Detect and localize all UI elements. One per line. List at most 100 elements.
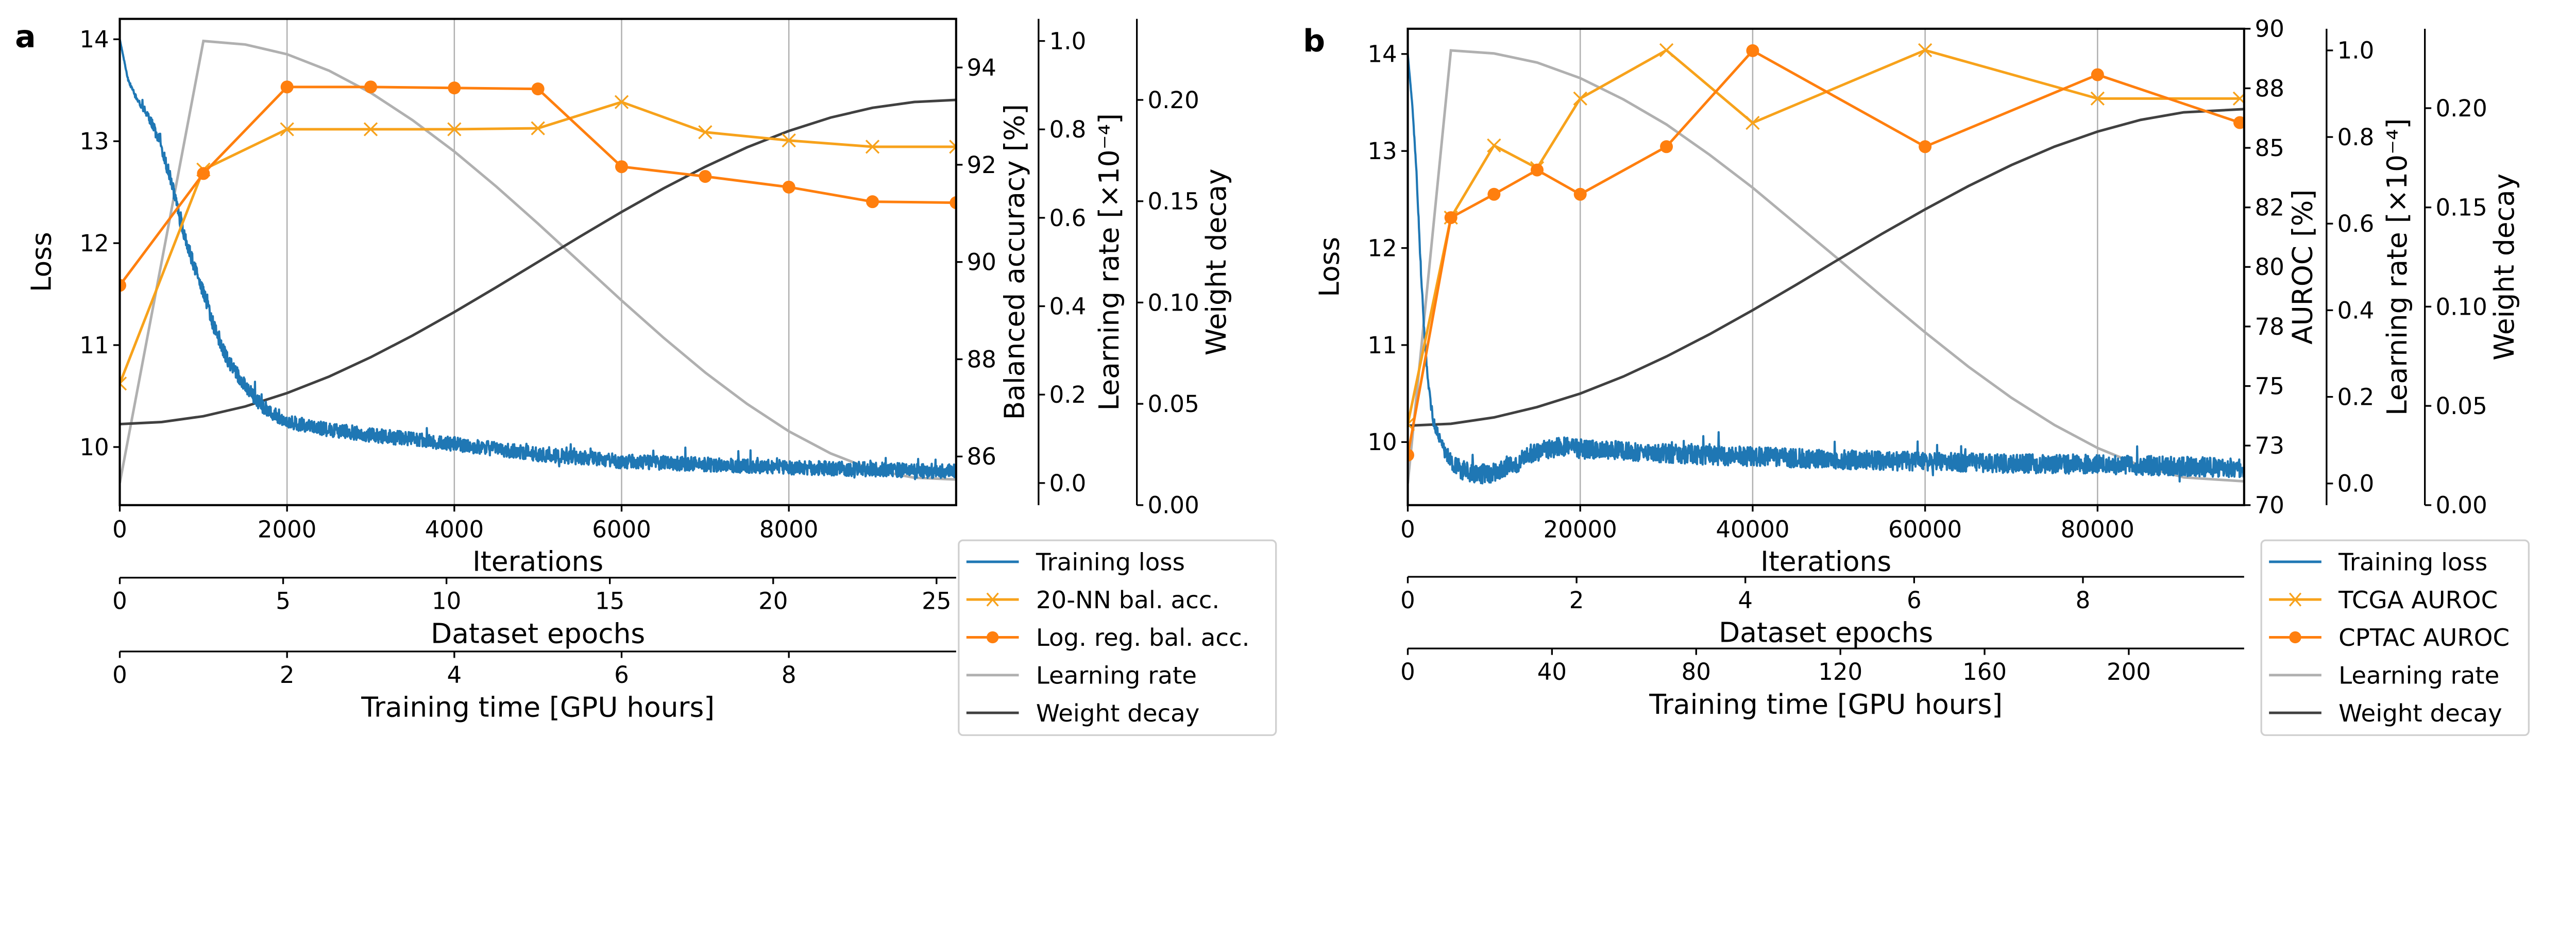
legend-label: CPTAC AUROC — [2338, 624, 2510, 652]
legend-item: CPTAC AUROC — [2269, 624, 2510, 652]
axis-tick-label: 6 — [614, 661, 629, 689]
panel-label: b — [1303, 23, 1325, 59]
legend-item: Weight decay — [966, 700, 1199, 728]
data-point-x — [531, 121, 545, 135]
axis-tick-label: 90 — [2255, 15, 2284, 43]
data-point-circle — [120, 279, 126, 292]
series-learning-rate — [1408, 49, 2244, 484]
axis-label: Learning rate [×10⁻⁴] — [2381, 118, 2413, 416]
x-axis-label: Iterations — [472, 545, 603, 577]
axis-label: Balanced accuracy [%] — [998, 104, 1031, 420]
y-tick-label: 13 — [1367, 138, 1397, 165]
data-point-circle — [1487, 187, 1501, 201]
data-point-x — [2090, 91, 2105, 106]
legend-marker-x — [2289, 592, 2302, 607]
axis-tick-label: 20 — [758, 588, 788, 615]
series-line — [1408, 108, 2244, 427]
legend-label: Log. reg. bal. acc. — [1036, 624, 1250, 652]
x-tick-label: 0 — [112, 516, 127, 543]
gpu-hours-axis: 0 40 80 120 160 200 Training time [GPU hours] — [1400, 647, 2244, 720]
legend-box — [958, 539, 1277, 736]
data-point-circle — [448, 81, 461, 95]
data-point-circle — [699, 170, 712, 183]
axis-tick-label: 8 — [782, 661, 796, 689]
axis-tick-label: 8 — [2076, 587, 2091, 614]
legend-label: Learning rate — [1036, 662, 1197, 690]
series-line — [120, 39, 956, 484]
data-point-circle — [364, 80, 377, 94]
axis-tick-label: 0.00 — [2436, 492, 2487, 519]
axis-label: Training time [GPU hours] — [361, 691, 715, 724]
axis-tick-label: 10 — [432, 588, 461, 615]
data-point-circle — [1444, 211, 1458, 225]
y-tick-label: 12 — [79, 230, 109, 257]
right-axis-wd: 0.00 0.05 0.10 0.15 0.20 Weight decay — [2424, 28, 2520, 519]
data-point-x — [120, 376, 127, 391]
x-tick-label: 40000 — [1716, 516, 1789, 543]
data-point-x — [1487, 138, 1501, 153]
x-tick-label: 60000 — [1888, 516, 1962, 543]
right-axis-lr: 0.0 0.2 0.4 0.6 0.8 1.0 Learning rate [×10⁻⁴] — [1038, 19, 1125, 505]
axis-tick-label: 0 — [1400, 658, 1415, 685]
axis-tick-label: 88 — [967, 346, 996, 373]
y-tick-label: 10 — [79, 434, 109, 461]
axis-tick-label: 15 — [595, 588, 624, 615]
training-loss-line — [120, 39, 956, 480]
axis-label: Dataset epochs — [1719, 616, 1933, 649]
data-point-circle — [782, 180, 795, 194]
axis-label: Training time [GPU hours] — [1649, 688, 2003, 720]
legend-label: TCGA AUROC — [2338, 587, 2498, 614]
y-tick-label: 14 — [1367, 41, 1397, 68]
right-axis-metric: 70 73 75 78 80 82 85 88 90 AUROC [%] — [2244, 15, 2319, 519]
data-point-circle — [866, 195, 879, 209]
data-point-circle — [2233, 116, 2244, 129]
gpu-hours-axis: 0 2 4 6 8 Training time [GPU hours] — [112, 650, 956, 724]
axis-tick-label: 0.4 — [1049, 293, 1087, 320]
x-tick-label: 0 — [1400, 516, 1415, 543]
y-tick-label: 13 — [79, 128, 109, 155]
legend-label: Weight decay — [2338, 700, 2502, 728]
axis-tick-label: 25 — [922, 588, 951, 615]
series-learning-rate — [120, 39, 956, 484]
axis-tick-label: 0.10 — [2436, 293, 2487, 320]
series-weight-decay — [1408, 108, 2244, 427]
axis-tick-label: 85 — [2255, 134, 2284, 162]
legend-label: Learning rate — [2338, 662, 2499, 690]
axis-tick-label: 90 — [967, 249, 996, 276]
right-axis-lr: 0.0 0.2 0.4 0.6 0.8 1.0 Learning rate [×10⁻⁴] — [2326, 28, 2413, 505]
axis-label: Learning rate [×10⁻⁴] — [1093, 113, 1125, 410]
axis-tick-label: 86 — [967, 443, 996, 470]
legend-marker-circle — [987, 631, 999, 644]
legend-label: 20-NN bal. acc. — [1036, 587, 1219, 614]
y-axis-label: Loss — [1313, 237, 1345, 297]
axis-tick-label: 2 — [280, 661, 295, 689]
legend-label: Training loss — [1036, 549, 1185, 577]
data-point-circle — [1660, 140, 1673, 153]
axis-tick-label: 160 — [1962, 658, 2007, 685]
legend: Training loss 20-NN bal. acc. Log. reg. ba… — [958, 539, 1277, 736]
axis-tick-label: 0.2 — [1049, 381, 1087, 408]
x-tick-label: 6000 — [592, 516, 651, 543]
data-point-circle — [615, 160, 628, 174]
axis-tick-label: 82 — [2255, 194, 2284, 221]
legend-marker-circle — [2289, 631, 2301, 644]
data-point-circle — [531, 82, 545, 96]
axis-tick-label: 0.20 — [2436, 95, 2487, 122]
series-training-loss — [120, 39, 956, 480]
axis-label: Weight decay — [2488, 174, 2520, 360]
x-tick-label: 20000 — [1544, 516, 1617, 543]
axis-tick-label: 200 — [2107, 658, 2151, 685]
epochs-axis: 0 2 4 6 8 Dataset epochs — [1400, 576, 2244, 649]
data-point-x — [363, 122, 378, 136]
axis-tick-label: 0.2 — [2337, 383, 2375, 410]
data-point-x — [865, 140, 880, 154]
data-point-circle — [1746, 44, 1759, 57]
axis-tick-label: 0.8 — [2337, 124, 2375, 151]
legend-item: TCGA AUROC — [2269, 587, 2498, 614]
data-point-x — [698, 125, 713, 140]
axis-tick-label: 0.05 — [1148, 390, 1199, 418]
y-tick-label: 10 — [1367, 428, 1397, 456]
axis-tick-label: 80 — [2255, 253, 2284, 281]
